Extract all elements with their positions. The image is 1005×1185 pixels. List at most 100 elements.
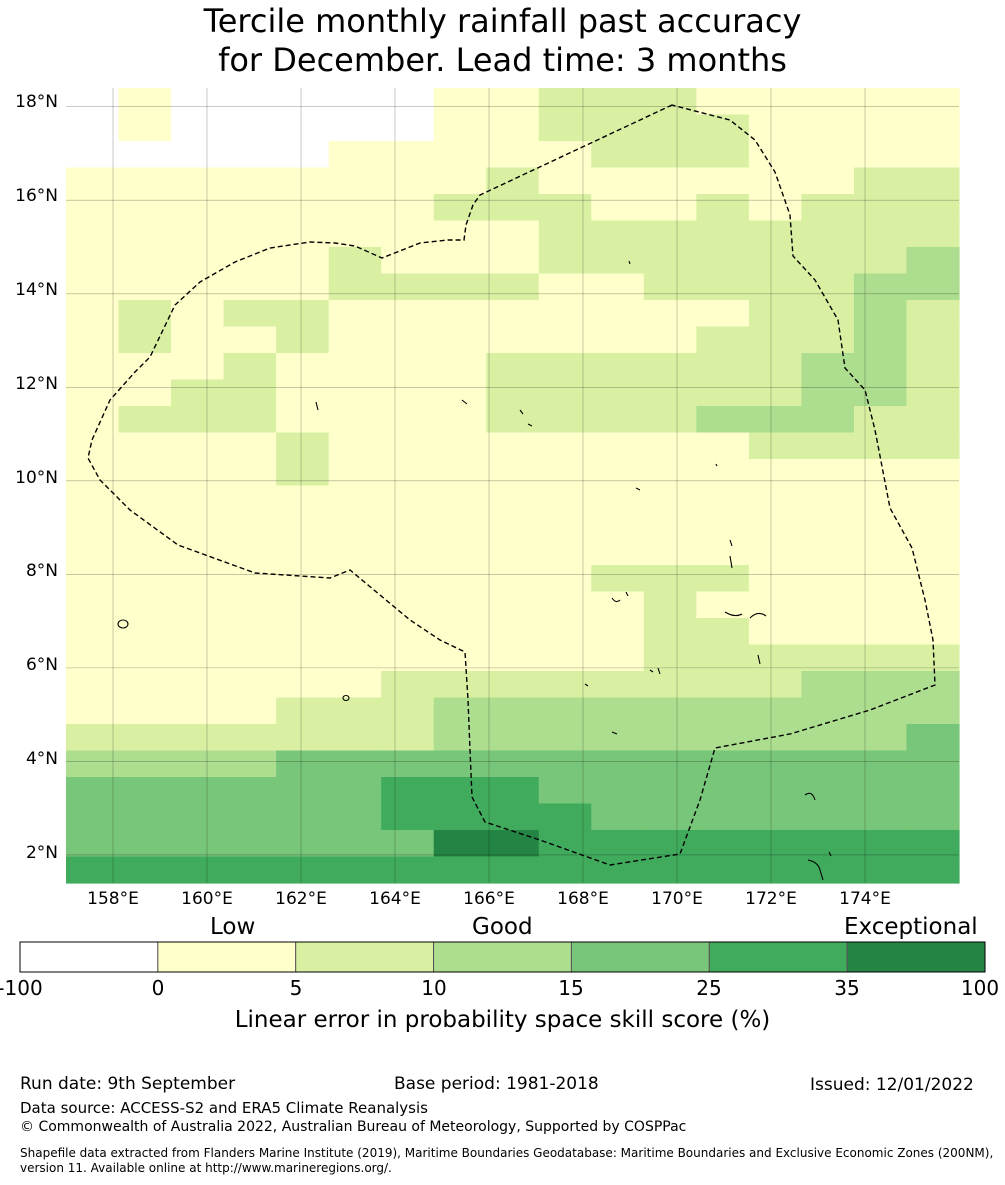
grid-cell <box>171 459 225 487</box>
grid-cell <box>171 273 225 301</box>
grid-cell <box>696 326 750 354</box>
grid-cell <box>433 247 487 275</box>
grid-cell <box>591 671 645 699</box>
grid-cell <box>328 830 382 858</box>
grid-cell <box>801 114 855 142</box>
grid-cell <box>433 777 487 805</box>
grid-cell <box>223 273 277 301</box>
grid-cell <box>748 644 803 672</box>
lon-label-162e: 162°E <box>275 889 327 909</box>
grid-cell <box>223 114 277 142</box>
grid-cell <box>643 750 697 778</box>
grid-cell <box>643 697 697 725</box>
grid-cell <box>801 671 855 699</box>
gridlines <box>66 88 959 883</box>
grid-cell <box>223 247 277 275</box>
grid-cell <box>276 459 330 487</box>
grid-cell <box>66 485 120 513</box>
grid-cell <box>801 167 855 195</box>
grid-cell <box>853 406 908 434</box>
grid-cell <box>906 220 960 248</box>
grid-cell <box>381 114 435 142</box>
grid-cell <box>328 671 382 699</box>
grid-cell <box>276 856 330 884</box>
grid-cell <box>801 220 855 248</box>
grid-cell <box>381 644 435 672</box>
grid-cell <box>328 88 382 116</box>
lat-label-8n: 8°N <box>25 561 58 581</box>
shapefile-credit-line-2: version 11. Available online at http://w… <box>20 1161 392 1175</box>
grid-cell <box>906 194 960 222</box>
colorbar-tick: 15 <box>558 976 584 1000</box>
grid-cell <box>66 167 120 195</box>
grid-cell <box>328 406 382 434</box>
grid-cell <box>643 114 697 142</box>
grid-cell <box>801 485 855 513</box>
grid-cell <box>696 167 750 195</box>
grid-cell <box>276 565 330 593</box>
grid-cell <box>328 459 382 487</box>
grid-cell <box>223 512 277 540</box>
lat-label-10n: 10°N <box>15 468 58 488</box>
grid-cell <box>486 803 540 831</box>
grid-cell <box>591 591 645 619</box>
grid-cell <box>696 247 750 275</box>
grid-cell <box>66 406 120 434</box>
grid-cell <box>276 644 330 672</box>
lon-label-160e: 160°E <box>181 889 233 909</box>
grid-cell <box>643 88 697 116</box>
colorbar-tick: 35 <box>834 976 860 1000</box>
colorbar-tick: 5 <box>289 976 303 1000</box>
grid-cell <box>538 697 592 725</box>
grid-cell <box>276 750 330 778</box>
grid-cell <box>276 300 330 328</box>
grid-cell <box>486 141 540 169</box>
grid-cell <box>66 830 120 858</box>
grid-cell <box>853 220 908 248</box>
grid-cell <box>748 379 803 407</box>
grid-cell <box>118 326 172 354</box>
grid-cell <box>801 777 855 805</box>
grid-cell <box>118 273 172 301</box>
grid-cell <box>643 379 697 407</box>
grid-cell <box>433 459 487 487</box>
grid-cell <box>171 220 225 248</box>
grid-cell <box>66 432 120 460</box>
grid-cell <box>486 379 540 407</box>
grid-cell <box>906 326 960 354</box>
grid-cell <box>696 724 750 752</box>
grid-cell <box>171 247 225 275</box>
grid-cell <box>538 300 592 328</box>
grid-cell <box>223 300 277 328</box>
grid-cell <box>538 220 592 248</box>
grid-cell <box>591 141 645 169</box>
grid-cell <box>906 856 960 884</box>
grid-cell <box>591 114 645 142</box>
grid-cell <box>66 565 120 593</box>
grid-cell <box>906 777 960 805</box>
grid-cell <box>538 618 592 646</box>
grid-cell <box>66 194 120 222</box>
lon-label-174e: 174°E <box>839 889 891 909</box>
grid-cell <box>381 591 435 619</box>
grid-cell <box>381 88 435 116</box>
grid-cell <box>748 432 803 460</box>
grid-cell <box>538 353 592 381</box>
grid-cell <box>906 697 960 725</box>
grid-cell <box>171 512 225 540</box>
grid-cell <box>223 618 277 646</box>
grid-cell <box>696 353 750 381</box>
grid-cell <box>328 194 382 222</box>
grid-cell <box>276 353 330 381</box>
grid-cell <box>381 432 435 460</box>
grid-cell <box>433 697 487 725</box>
grid-cell <box>486 830 540 858</box>
grid-cell <box>223 644 277 672</box>
grid-cell <box>853 114 908 142</box>
grid-cell <box>643 724 697 752</box>
grid-cell <box>223 88 277 116</box>
grid-cell <box>696 194 750 222</box>
grid-cell <box>118 565 172 593</box>
grid-cell <box>171 379 225 407</box>
grid-cell <box>538 326 592 354</box>
